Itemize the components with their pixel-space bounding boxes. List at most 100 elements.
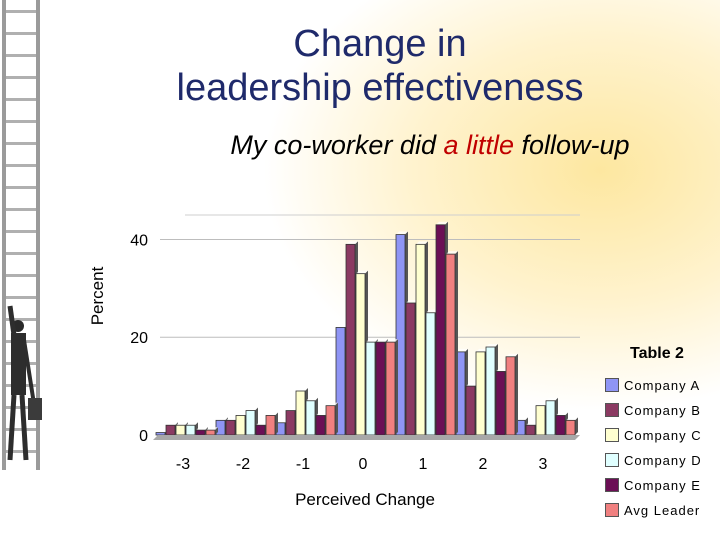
bar-top xyxy=(326,402,338,406)
bar-face xyxy=(155,432,166,436)
legend-swatch xyxy=(605,403,619,417)
bar-top xyxy=(476,348,488,352)
bar-face xyxy=(535,405,546,436)
bar-face xyxy=(165,424,176,436)
x-tick-label: 1 xyxy=(419,456,428,473)
bar-face xyxy=(265,415,276,436)
bar-face xyxy=(245,410,256,436)
ladder-rung xyxy=(6,296,36,299)
bar-face xyxy=(405,302,416,436)
bar-top xyxy=(286,407,298,411)
bar-face xyxy=(255,424,266,436)
ladder-rails xyxy=(2,0,40,470)
ladder-rung xyxy=(6,252,36,255)
bar xyxy=(325,402,338,436)
x-tick-label: -2 xyxy=(236,456,250,473)
ladder-rung xyxy=(6,164,36,167)
bar-top xyxy=(346,241,358,245)
bar-side xyxy=(395,339,398,435)
bar-side xyxy=(275,412,278,435)
bar-top xyxy=(426,309,438,313)
bar-side xyxy=(215,427,218,435)
bar-face xyxy=(305,400,316,436)
bar-top xyxy=(336,324,348,328)
bar-top xyxy=(396,231,408,235)
bar-top xyxy=(486,344,498,347)
chart-floor xyxy=(153,435,580,440)
bar-face xyxy=(175,424,186,436)
legend-swatch xyxy=(605,428,619,442)
bar-face xyxy=(325,405,336,436)
ladder-rung xyxy=(6,186,36,189)
bar-top xyxy=(436,221,448,225)
x-axis-label: Perceived Change xyxy=(295,490,435,509)
bar-top xyxy=(166,422,178,426)
bar-top xyxy=(216,417,228,421)
bar xyxy=(385,339,398,436)
legend-label: Avg Leader xyxy=(624,502,701,518)
bar-face xyxy=(485,346,496,436)
bar-top xyxy=(566,417,578,421)
legend-item: Company B xyxy=(605,400,701,420)
ladder-rung xyxy=(6,230,36,233)
bar-top xyxy=(246,407,258,411)
y-tick-label: 0 xyxy=(139,428,148,445)
legend-item: Company E xyxy=(605,475,701,495)
legend-label: Company C xyxy=(624,427,702,443)
legend-item: Avg Leader xyxy=(605,500,700,520)
bar-top xyxy=(516,417,528,421)
bar-top xyxy=(386,339,398,343)
bar-face xyxy=(435,224,446,436)
bar-top xyxy=(206,427,218,431)
ladder-rung xyxy=(6,98,36,101)
bar-face xyxy=(355,273,366,436)
x-tick-label: -1 xyxy=(296,456,310,473)
bar xyxy=(565,417,578,436)
bar-face xyxy=(525,424,536,436)
y-tick-label: 40 xyxy=(130,232,148,249)
ladder-rung xyxy=(6,318,36,321)
bar-top xyxy=(416,241,428,245)
legend-label: Company D xyxy=(624,452,702,468)
bar-top xyxy=(256,422,268,426)
x-tick-label: 2 xyxy=(479,456,488,473)
ladder-rung xyxy=(6,450,36,453)
bar-face xyxy=(285,410,296,436)
slide-title-line2: leadership effectiveness xyxy=(176,67,584,109)
legend-label: Company A xyxy=(624,377,701,393)
bar-face xyxy=(295,390,306,436)
ladder-rung xyxy=(6,54,36,57)
bar-top xyxy=(556,412,568,416)
bar-side xyxy=(575,417,578,435)
bar-face xyxy=(505,356,516,436)
bar-face xyxy=(565,419,576,436)
bar-face xyxy=(235,415,246,436)
bar-top xyxy=(196,427,208,431)
bar-top xyxy=(296,388,308,391)
x-tick-label: 0 xyxy=(359,456,368,473)
bar-top xyxy=(526,422,538,426)
y-tick-label: 20 xyxy=(130,330,148,347)
ladder-rung xyxy=(6,428,36,431)
subtitle-text-end: follow-up xyxy=(514,130,630,160)
bar-top xyxy=(446,251,458,255)
bar-face xyxy=(345,243,356,436)
table-label: Table 2 xyxy=(630,345,684,362)
bar-top xyxy=(506,353,518,357)
climbing-person-icon xyxy=(7,305,42,461)
ladder-rung xyxy=(6,32,36,35)
bar-top xyxy=(236,412,248,416)
chart-bars xyxy=(155,221,578,436)
bar-side xyxy=(455,251,458,435)
legend-swatch xyxy=(605,503,619,517)
bar-face xyxy=(465,385,476,436)
bar-top xyxy=(366,339,378,343)
ladder-rung xyxy=(6,76,36,79)
bar-top xyxy=(456,348,468,352)
bar-face xyxy=(445,253,456,436)
legend-swatch xyxy=(605,378,619,392)
y-tick-labels: 0 20 40 xyxy=(130,232,148,445)
bar-top xyxy=(536,402,548,406)
bar-face xyxy=(425,312,436,436)
